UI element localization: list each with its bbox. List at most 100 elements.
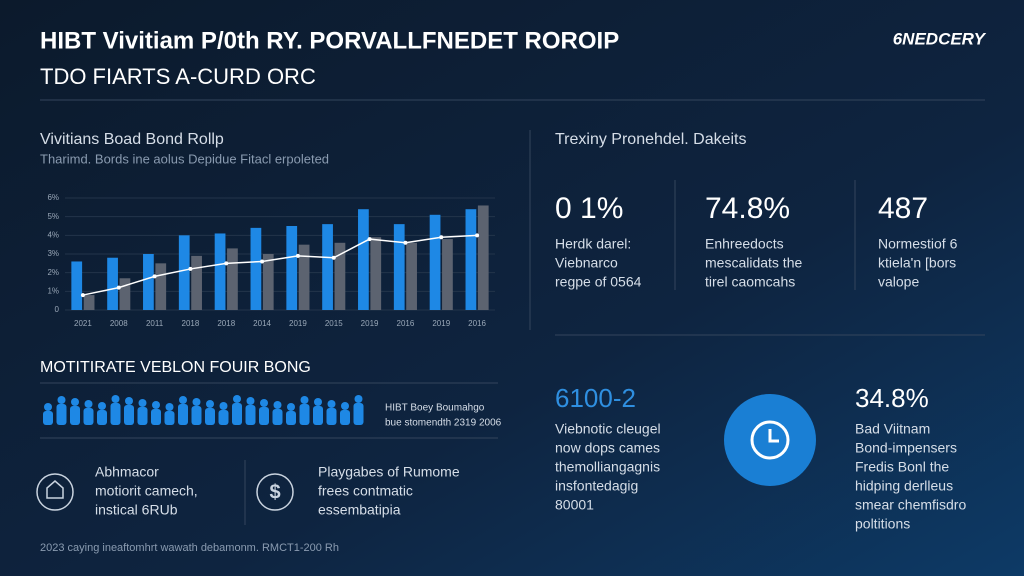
person-icon bbox=[97, 410, 107, 425]
person-icon bbox=[44, 403, 52, 411]
bar bbox=[465, 209, 477, 310]
bar bbox=[214, 233, 226, 310]
person-icon bbox=[313, 406, 323, 425]
x-tick-label: 2016 bbox=[468, 319, 486, 328]
person-icon bbox=[98, 402, 106, 410]
x-tick-label: 2019 bbox=[361, 319, 379, 328]
person-icon bbox=[137, 407, 148, 425]
bar bbox=[262, 254, 274, 310]
stat-description: 80001 bbox=[555, 497, 594, 513]
section-heading: Vivitians Boad Bond Rollp bbox=[40, 131, 224, 148]
person-icon bbox=[84, 400, 93, 408]
stat-description: ktiela'n [bors bbox=[878, 255, 956, 271]
stat-description: mescalidats the bbox=[705, 255, 802, 271]
stat-value: 34.8% bbox=[855, 383, 929, 413]
title: TDO FIARTS A-CURD ORC bbox=[40, 64, 316, 89]
bar bbox=[143, 254, 154, 310]
section-heading: Trexiny Pronehdel. Dakeits bbox=[555, 131, 747, 148]
section-heading: MOTITIRATE VEBLON FOUIR BONG bbox=[40, 359, 311, 376]
stat-value: 487 bbox=[878, 192, 928, 225]
person-icon bbox=[192, 398, 201, 406]
line-point bbox=[367, 237, 372, 242]
feature-text: frees contmatic bbox=[318, 483, 413, 499]
person-icon bbox=[272, 409, 283, 425]
y-tick-label: 0 bbox=[55, 305, 60, 314]
person-icon bbox=[178, 404, 188, 425]
y-tick-label: 6% bbox=[47, 193, 59, 202]
stat-description: valope bbox=[878, 274, 919, 290]
bar bbox=[358, 209, 369, 310]
person-icon bbox=[327, 400, 336, 408]
stat-value: 0 1% bbox=[555, 192, 623, 225]
person-icon bbox=[326, 408, 337, 425]
y-tick-label: 5% bbox=[47, 212, 59, 221]
line-series bbox=[82, 234, 478, 296]
title: HIBT Vivitiam P/0th RY. PORVALLFNEDET RO… bbox=[40, 27, 619, 54]
x-tick-label: 2021 bbox=[74, 319, 92, 328]
feature-icon bbox=[46, 480, 64, 499]
line-point bbox=[331, 255, 336, 260]
person-icon bbox=[206, 400, 214, 408]
line-point bbox=[224, 261, 229, 266]
bar bbox=[191, 255, 202, 310]
person-icon bbox=[125, 397, 133, 405]
line-point bbox=[152, 274, 157, 279]
person-icon bbox=[152, 401, 160, 409]
clock-icon bbox=[750, 420, 790, 460]
x-tick-label: 2008 bbox=[110, 319, 128, 328]
stat-description: themolliangagnis bbox=[555, 459, 660, 475]
person-icon bbox=[57, 396, 66, 404]
person-icon bbox=[259, 407, 269, 425]
person-icon bbox=[340, 410, 350, 425]
line-point bbox=[439, 235, 444, 240]
bar bbox=[227, 248, 238, 310]
bar bbox=[178, 235, 190, 310]
person-icon bbox=[354, 395, 363, 403]
bar bbox=[370, 237, 382, 310]
person-icon bbox=[219, 402, 228, 410]
bar bbox=[83, 295, 95, 310]
feature-text: Abhmacor bbox=[95, 464, 159, 480]
x-tick-label: 2018 bbox=[182, 319, 200, 328]
stat-value: 6100-2 bbox=[555, 383, 636, 413]
line-point bbox=[475, 233, 480, 238]
person-icon bbox=[233, 395, 241, 403]
bar bbox=[429, 214, 441, 310]
person-icon bbox=[245, 405, 256, 425]
line-point bbox=[80, 293, 85, 298]
caption: HIBT Boey Boumahgo bbox=[385, 403, 485, 414]
stat-description: Herdk darel: bbox=[555, 236, 631, 252]
line-point bbox=[116, 285, 121, 290]
section-subtitle: Tharimd. Bords ine aolus Depidue Fitacl … bbox=[40, 151, 329, 166]
bar bbox=[393, 224, 405, 310]
person-icon bbox=[299, 404, 310, 425]
person-icon bbox=[232, 403, 242, 425]
bar bbox=[442, 239, 453, 310]
bar bbox=[477, 205, 489, 310]
x-tick-label: 2014 bbox=[253, 319, 271, 328]
person-icon bbox=[110, 403, 121, 425]
bar bbox=[334, 242, 346, 310]
person-icon bbox=[43, 411, 53, 425]
bar bbox=[322, 224, 333, 310]
feature-text: instical 6RUb bbox=[95, 502, 178, 518]
person-icon bbox=[205, 408, 215, 425]
stat-description: regpe of 0564 bbox=[555, 274, 642, 290]
x-tick-label: 2011 bbox=[146, 319, 164, 328]
bar bbox=[286, 226, 298, 310]
bar bbox=[298, 244, 310, 310]
person-icon bbox=[287, 403, 295, 411]
bar bbox=[71, 261, 83, 310]
person-icon bbox=[179, 396, 187, 404]
bar bbox=[250, 227, 262, 310]
stat-description: Viebnarco bbox=[555, 255, 618, 271]
stat-description: Enhreedocts bbox=[705, 236, 784, 252]
person-icon bbox=[71, 398, 79, 406]
stat-description: Viebnotic cleugel bbox=[555, 421, 661, 437]
caption: bue stomendth 2319 2006 bbox=[385, 418, 502, 429]
person-icon bbox=[273, 401, 282, 409]
person-icon bbox=[56, 404, 67, 425]
y-tick-label: 1% bbox=[47, 286, 59, 295]
person-icon bbox=[246, 397, 255, 405]
